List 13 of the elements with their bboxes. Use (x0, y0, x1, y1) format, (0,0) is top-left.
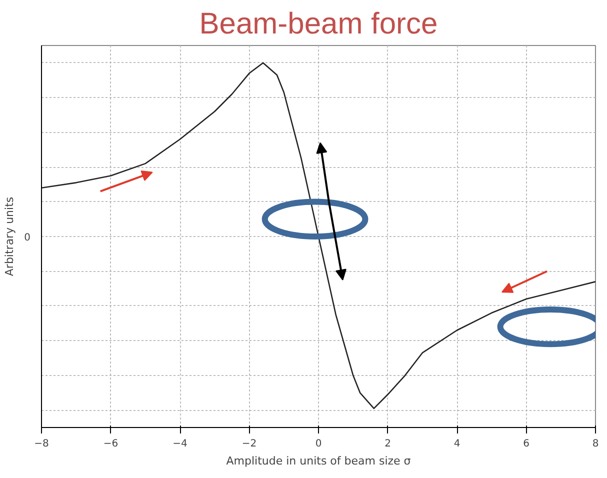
x-tick-label: 4 (454, 438, 460, 450)
x-tick-label: 2 (384, 438, 391, 450)
x-tick-label: −6 (103, 438, 118, 450)
x-tick-label: −2 (242, 438, 257, 450)
x-tick-label: 8 (592, 438, 599, 450)
chart-title: Beam-beam force (199, 8, 438, 40)
x-tick-label: 6 (523, 438, 530, 450)
text: 0 (24, 232, 31, 244)
x-tick-label: −8 (34, 438, 49, 450)
x-tick-label: 0 (315, 438, 322, 450)
x-axis-title: Amplitude in units of beam size σ (226, 454, 411, 468)
x-tick-label: −4 (172, 438, 188, 450)
y-axis-title: Arbitrary units (3, 196, 16, 276)
